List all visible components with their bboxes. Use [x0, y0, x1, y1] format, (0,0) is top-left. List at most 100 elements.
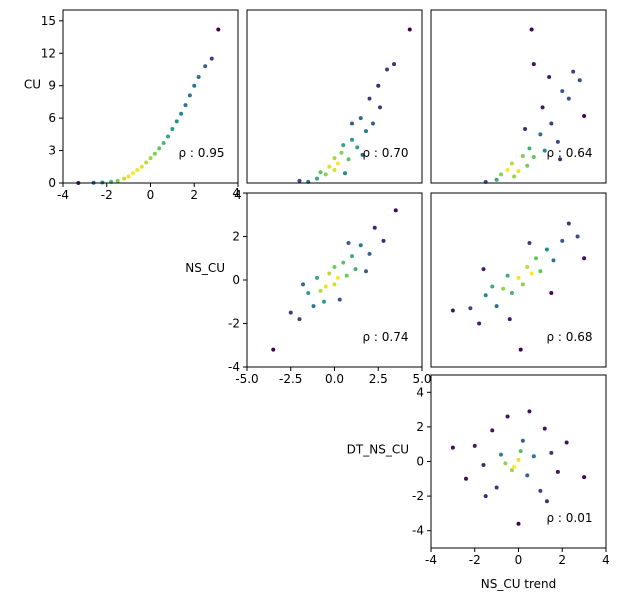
- scatter-point: [549, 291, 554, 296]
- scatter-point: [555, 139, 560, 144]
- scatter-point: [549, 450, 554, 455]
- scatter-point: [540, 105, 545, 110]
- axes-frame: [430, 9, 607, 184]
- scatter-point: [343, 171, 347, 176]
- x-tick-label: 4: [602, 553, 610, 567]
- scatter-point: [582, 256, 587, 261]
- scatter-point: [516, 169, 521, 174]
- scatter-point: [355, 145, 360, 150]
- scatter-point: [336, 275, 340, 280]
- scatter-point: [372, 225, 377, 230]
- scatter-point: [525, 264, 530, 269]
- scatter-point: [297, 178, 302, 183]
- correlation-annotation: ρ : 0.64: [547, 146, 593, 160]
- scatter-point: [327, 164, 332, 169]
- correlation-annotation: ρ : 0.68: [547, 330, 593, 344]
- y-tick-label: 6: [48, 111, 56, 125]
- scatter-point: [367, 96, 372, 101]
- scatter-point: [529, 271, 534, 276]
- scatter-point: [371, 121, 375, 126]
- x-tick-label: 4: [234, 188, 242, 202]
- scatter-point: [332, 264, 337, 269]
- scatter-point: [534, 256, 538, 261]
- scatter-point: [385, 67, 389, 72]
- scatter-point: [494, 177, 499, 182]
- scatter-point: [538, 488, 543, 493]
- scatter-point: [483, 494, 488, 499]
- y-tick-label: 0: [232, 273, 240, 287]
- scatter-point: [558, 157, 563, 162]
- scatter-point: [490, 428, 495, 433]
- scatter-point: [407, 27, 412, 32]
- scatter-point: [148, 156, 153, 161]
- scatter-point: [311, 304, 316, 309]
- scatter-point: [523, 126, 528, 131]
- scatter-point: [392, 62, 396, 67]
- scatter-point: [323, 284, 328, 289]
- scatter-point: [560, 89, 565, 94]
- scatter-point: [520, 153, 525, 158]
- scatter-point: [544, 247, 549, 252]
- scatter-point: [505, 414, 510, 419]
- correlation-annotation: ρ : 0.01: [547, 511, 593, 525]
- scatter-point: [520, 282, 525, 287]
- scatter-point: [529, 27, 534, 32]
- scatter-point: [364, 269, 368, 274]
- scatter-point: [115, 178, 120, 183]
- scatter-point: [525, 473, 530, 478]
- scatter-point: [332, 282, 337, 287]
- scatter-point: [483, 293, 488, 298]
- scatter-point: [527, 409, 532, 414]
- scatter-point: [381, 238, 386, 243]
- scatter-point: [505, 273, 510, 278]
- scatter-point: [393, 208, 398, 213]
- scatter-point: [518, 347, 523, 352]
- x-tick-label: 5.0: [412, 372, 431, 386]
- scatter-point: [512, 174, 517, 179]
- scatter-point: [518, 449, 523, 454]
- scatter-point: [544, 499, 549, 504]
- scatter-point: [323, 172, 328, 177]
- scatter-point: [318, 170, 323, 175]
- scatter-point: [542, 426, 547, 431]
- scatter-point: [527, 241, 532, 246]
- scatter-point: [174, 119, 179, 124]
- x-tick-label: 2: [558, 553, 566, 567]
- scatter-point: [139, 164, 144, 169]
- y-axis-label: NS_CU: [185, 261, 225, 275]
- scatter-point: [505, 168, 510, 173]
- scatter-point: [531, 62, 536, 67]
- scatter-point: [509, 291, 514, 296]
- scatter-point: [327, 271, 332, 276]
- scatter-point: [209, 56, 214, 61]
- scatter-point: [551, 258, 556, 263]
- scatter-point: [527, 146, 532, 151]
- y-axis-label: CU: [24, 78, 41, 92]
- scatter-point: [358, 116, 363, 121]
- scatter-point: [538, 132, 543, 137]
- scatter-point: [507, 317, 512, 322]
- scatter-point: [135, 168, 140, 173]
- scatter-point: [481, 462, 486, 467]
- scatter-point: [376, 83, 381, 88]
- scatter-point: [378, 105, 382, 110]
- scatter-point: [367, 251, 372, 256]
- scatter-point: [297, 317, 302, 322]
- scatter-point: [516, 457, 521, 462]
- scatter-point: [339, 150, 344, 155]
- scatter-point: [450, 445, 455, 450]
- x-axis-label: NS_CU trend: [481, 577, 557, 591]
- y-tick-label: 12: [41, 46, 56, 60]
- x-tick-label: 2.5: [369, 372, 388, 386]
- scatter-point: [122, 176, 127, 181]
- x-tick-label: -4: [57, 188, 69, 202]
- scatter-point: [516, 521, 521, 526]
- scatter-point: [499, 172, 503, 177]
- y-tick-label: 0: [416, 455, 424, 469]
- scatter-point: [564, 440, 569, 445]
- scatter-point: [183, 103, 188, 108]
- scatter-point: [100, 180, 105, 185]
- scatter-point: [450, 308, 455, 313]
